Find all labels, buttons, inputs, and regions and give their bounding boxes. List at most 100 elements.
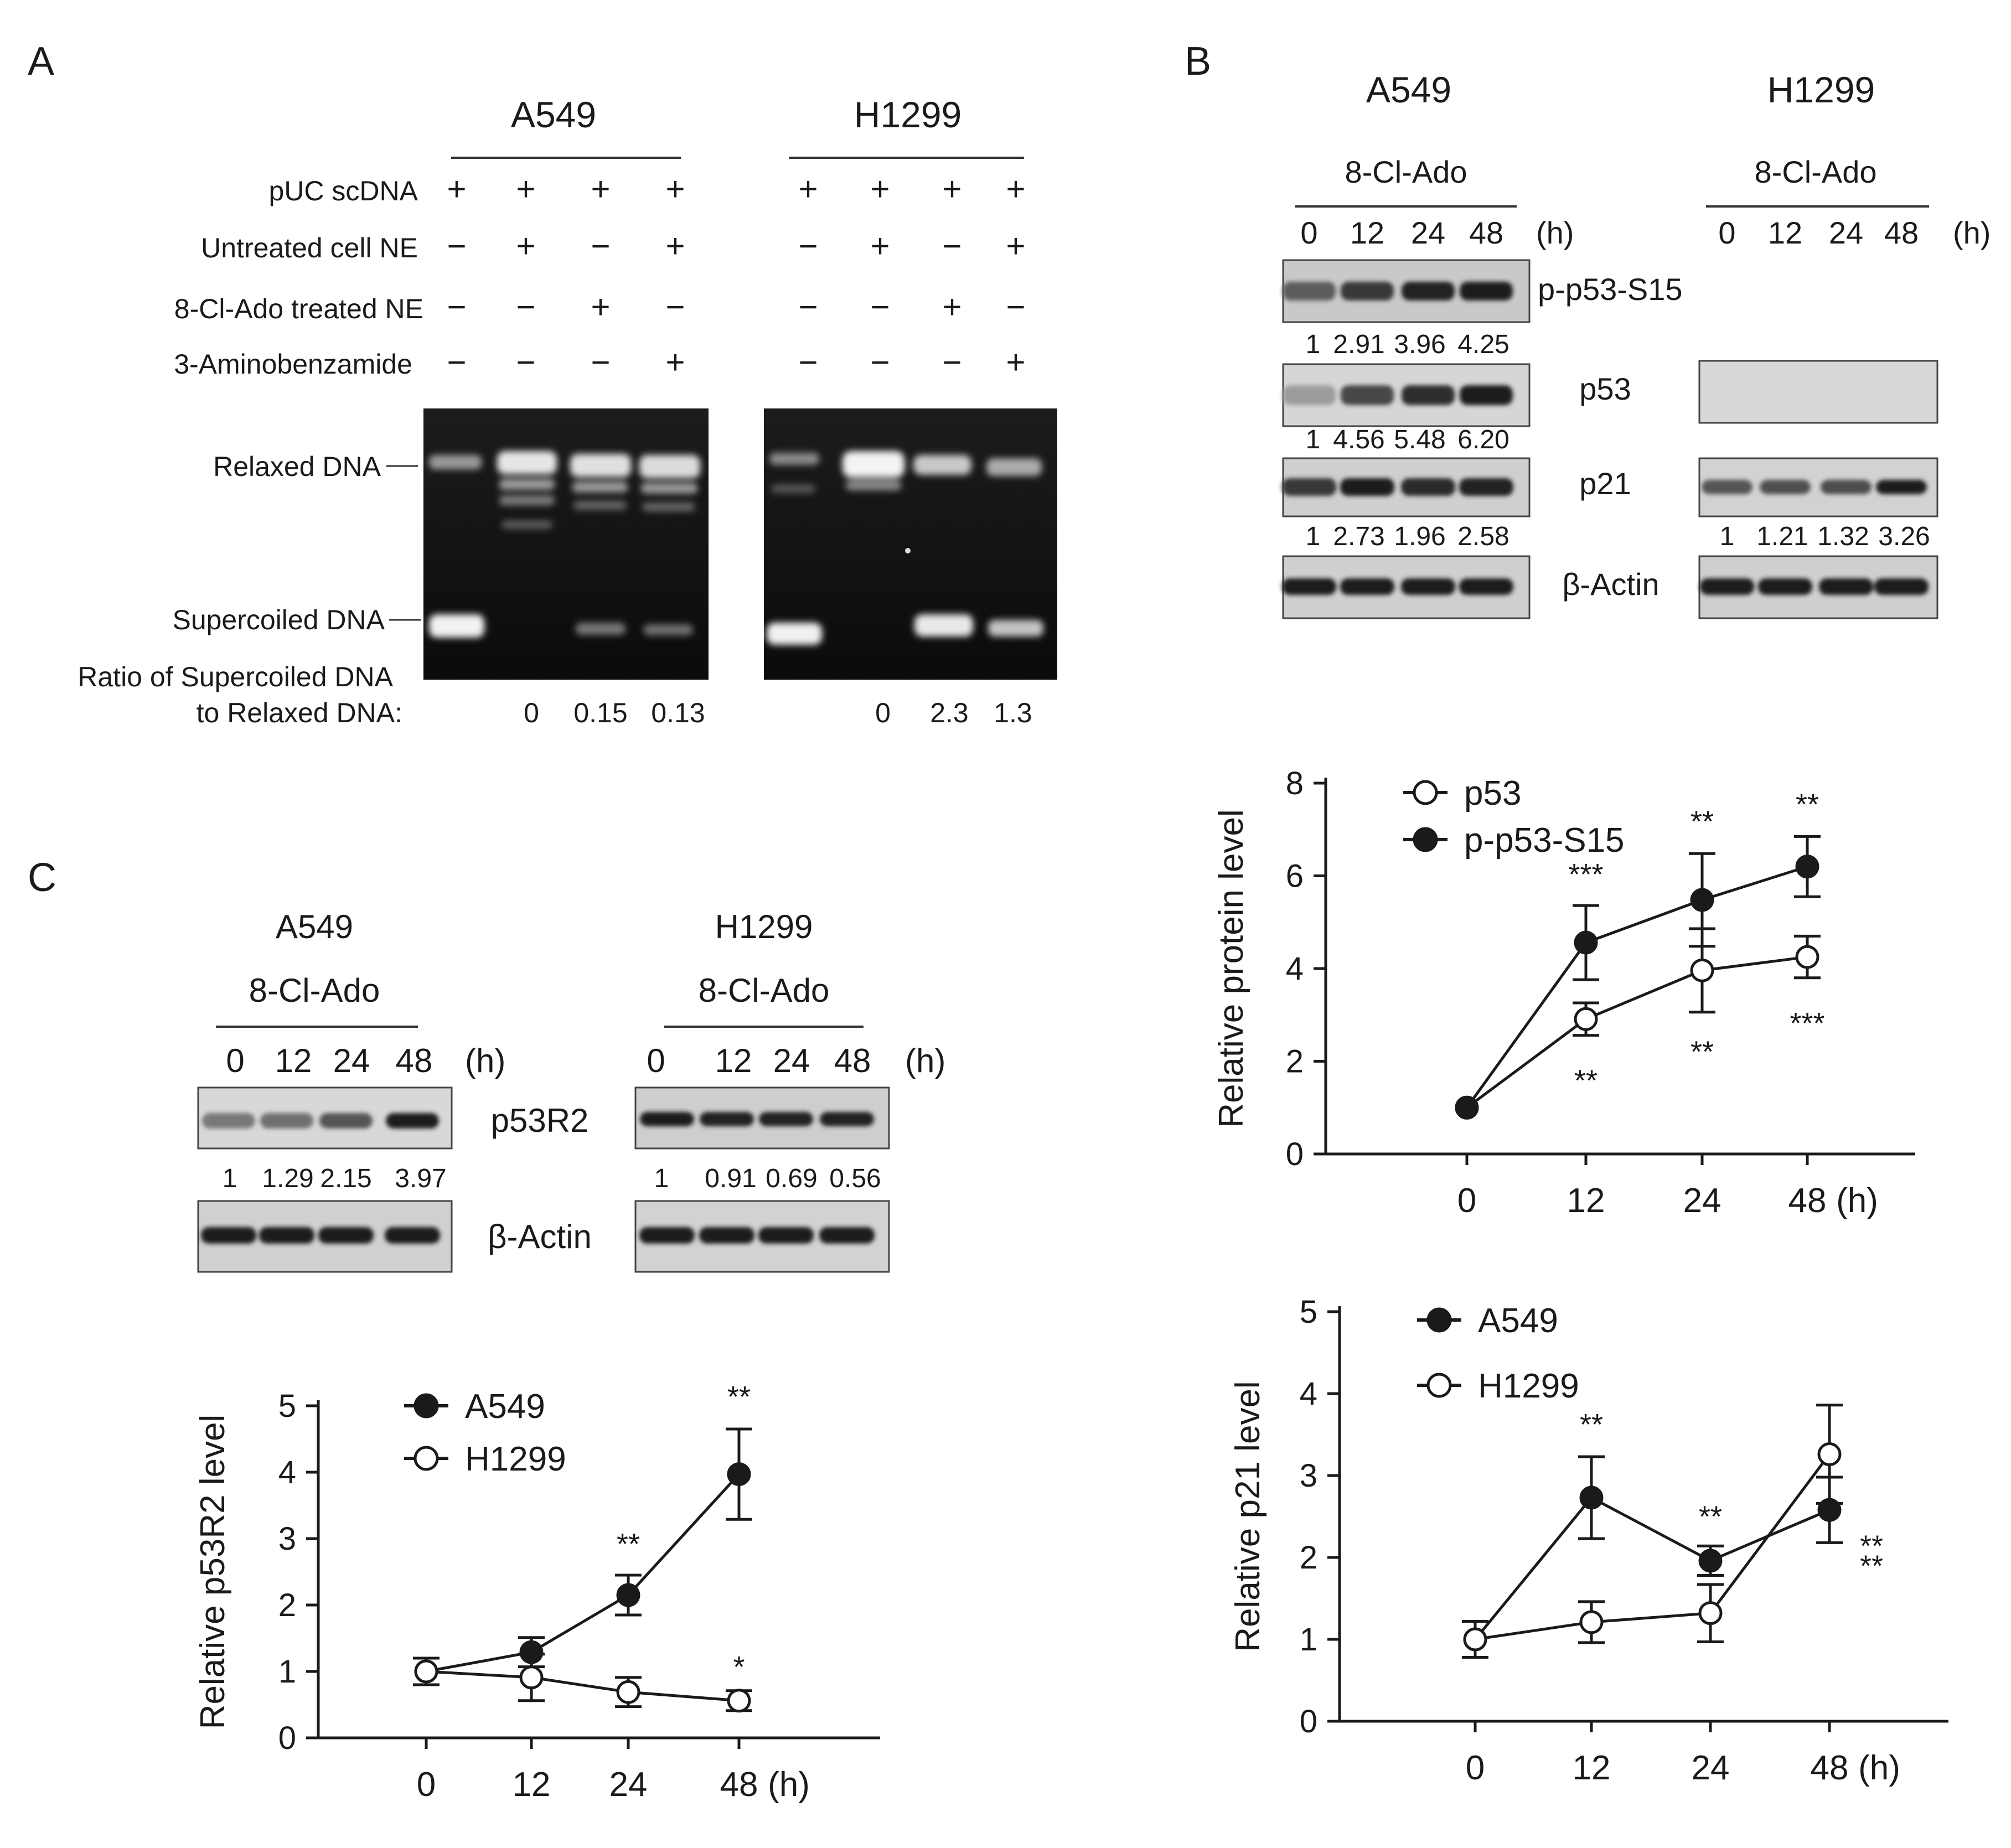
band-label-relaxed: Relaxed DNA [213,451,381,482]
blot-band [1341,385,1394,405]
gel-h1299-bands [767,451,1043,645]
legend-label: H1299 [1478,1367,1579,1405]
sign-cell: − [870,288,890,325]
x-unit-label: (h) [1836,1182,1878,1220]
x-tick-label: 12 [1567,1182,1605,1220]
quant-value: 2.73 [1333,522,1384,551]
significance-label: ** [1691,1036,1714,1069]
blot-band [1700,578,1754,595]
panel-b-treatment-a549: 8-Cl-Ado [1345,154,1467,189]
y-tick-label: 3 [1300,1458,1317,1494]
significance-label: ** [1860,1549,1883,1582]
sign-cell: − [665,288,685,325]
quant-value: 1.96 [1394,522,1445,551]
row-label-3ab: 3-Aminobenzamide [174,349,412,380]
x-unit-label: (h) [768,1766,810,1804]
blot-band [1874,578,1929,595]
blot-h1299-bands [1700,480,1929,595]
blot-band [1283,282,1336,301]
blot-band [820,1112,874,1126]
sign-cell: − [870,344,890,381]
data-point [1455,1095,1479,1120]
x-tick-label: 24 [609,1766,648,1804]
blot-band [759,1112,813,1126]
quant-value: 1 [1306,425,1321,454]
series-line [1475,1453,1831,1641]
panel-b-quant-a549: 1 2.91 3.96 4.25 1 4.56 5.48 6.20 1 2.73 1.96 2.58 [1306,330,1509,551]
panel-label-b: B [1185,39,1211,84]
panel-a-title-a549: A549 [511,94,596,135]
timepoint-label: 0 [226,1042,244,1079]
sign-cell: + [798,170,818,208]
panel-label-c: C [28,856,56,900]
y-tick-label: 4 [1286,951,1304,987]
sign-cell: + [591,170,610,208]
protein-label-p21: p21 [1579,466,1631,501]
panel-c-timepoints-h1299: 0 12 24 48 [647,1042,871,1079]
blot-band [1340,478,1394,496]
blot-band [1819,578,1873,595]
panel-c-quant-h1299: 1 0.91 0.69 0.56 [654,1164,881,1193]
data-point [1690,888,1714,912]
blot-band [1459,578,1513,595]
blot-a549-bands [1282,282,1513,595]
x-tick-label: 0 [417,1766,436,1804]
ratio-value: 0 [875,697,891,728]
sign-cell: − [591,227,610,265]
blot-band [640,1112,694,1126]
sign-cell: − [447,227,466,265]
blot-band [819,1227,875,1244]
panel-c-treatment-h1299: 8-Cl-Ado [699,972,830,1009]
timepoint-label: 0 [647,1042,665,1079]
blot-band [1758,578,1812,595]
data-point [1795,945,1819,969]
significance-label: * [733,1650,745,1684]
panel-c-bands [201,1112,875,1244]
series-p-p53-s15 [1455,835,1821,1120]
blot-band [1760,480,1811,494]
protein-label-pp53: p-p53-S15 [1538,272,1683,307]
quant-value: 5.48 [1394,425,1445,454]
panel-a-title-h1299: H1299 [854,94,962,135]
y-tick-label: 5 [1300,1294,1317,1330]
panel-c-quant-a549: 1 1.29 2.15 3.97 [223,1164,447,1193]
data-point [1698,1601,1723,1626]
blot-band [1459,478,1513,496]
panel-b-title-a549: A549 [1366,69,1451,110]
protein-label-p53r2: p53R2 [491,1102,589,1139]
blot-band [318,1227,374,1244]
legend-label: A549 [1478,1302,1558,1340]
significance-label: *** [1568,858,1603,891]
x-tick-label: 24 [1692,1749,1730,1787]
blot-band [1283,385,1336,405]
panel-b-blots: A549 H1299 8-Cl-Ado 8-Cl-Ado 0 12 24 48 0 12… [1282,69,1991,619]
sign-cell: + [942,170,961,208]
quant-value: 0.69 [766,1164,817,1193]
sign-cell: − [798,344,818,381]
quant-value: 1.29 [262,1164,313,1193]
data-point [1574,1007,1598,1031]
data-point [1574,930,1598,955]
gel-a549-bands [429,451,700,638]
x-tick-label: 24 [1683,1182,1722,1220]
sign-cell: − [447,288,466,325]
panel-b-quant-h1299: 1 1.21 1.32 3.26 [1720,522,1930,551]
timepoint-label: 12 [1350,215,1384,250]
protein-label-p53: p53 [1579,371,1631,406]
data-point [1698,1549,1723,1573]
timepoint-label: 24 [1829,215,1863,250]
data-point [1817,1442,1842,1467]
x-tick-label: 12 [1573,1749,1611,1787]
series-line [426,1473,740,1673]
timepoint-label: 12 [715,1042,752,1079]
timepoint-label: 0 [1300,215,1317,250]
x-tick-label: 48 [720,1766,758,1804]
data-point [727,1689,751,1713]
timepoint-label: 48 [1884,215,1919,250]
significance-label: ** [1580,1408,1603,1441]
blot-band [202,1113,255,1129]
sign-cell: − [798,227,818,265]
y-axis-label: Relative p53R2 level [194,1415,232,1730]
quant-value: 2.15 [320,1164,371,1193]
